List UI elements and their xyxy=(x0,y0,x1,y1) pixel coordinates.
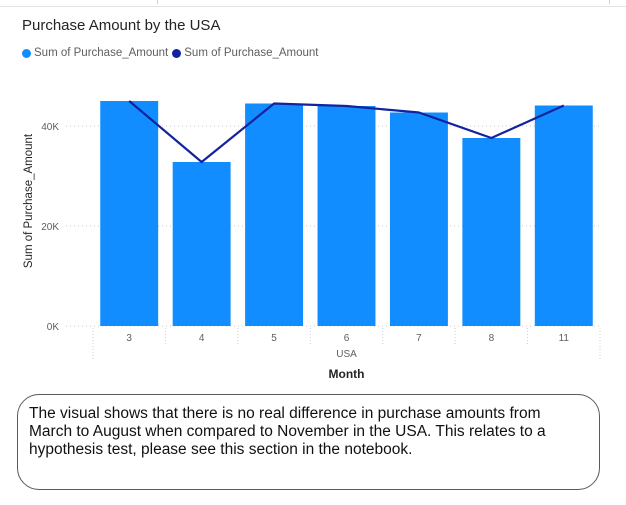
bar[interactable] xyxy=(172,162,231,326)
y-tick-label: 40K xyxy=(41,122,59,133)
chart-plot: 0K 20K 40K 3 4 5 6 7 8 11 USA Month Sum of Purchase_… xyxy=(23,100,601,381)
bar[interactable] xyxy=(462,138,521,326)
chart-legend[interactable]: Sum of Purchase_Amount Sum of Purchase_A… xyxy=(22,47,323,59)
legend-dot-line-icon xyxy=(172,48,182,58)
line-series[interactable] xyxy=(128,100,565,164)
legend-item-bar[interactable]: Sum of Purchase_Amount xyxy=(22,47,168,59)
chart-title: Purchase Amount by the USA xyxy=(22,17,221,34)
bar[interactable] xyxy=(245,103,304,327)
bar[interactable] xyxy=(317,106,376,326)
note-text: The visual shows that there is no real d… xyxy=(29,405,546,458)
legend-label-line: Sum of Purchase_Amount xyxy=(184,47,319,59)
x-group-label: USA xyxy=(336,349,357,360)
x-axis-title: Month xyxy=(329,367,365,381)
legend-label-bar: Sum of Purchase_Amount xyxy=(34,47,169,59)
y-tick-label: 20K xyxy=(41,222,59,233)
bar[interactable] xyxy=(389,112,448,327)
x-tick-label: 6 xyxy=(344,333,350,344)
top-border xyxy=(0,0,626,7)
x-tick-label: 8 xyxy=(489,333,495,344)
x-tick-label: 11 xyxy=(559,333,570,344)
bar[interactable] xyxy=(534,105,593,327)
x-tick-label: 3 xyxy=(126,333,132,344)
border-tick xyxy=(609,0,610,4)
legend-item-line[interactable]: Sum of Purchase_Amount xyxy=(172,47,319,59)
note-textbox: The visual shows that there is no real d… xyxy=(17,394,600,490)
x-tick-label: 5 xyxy=(271,333,277,344)
y-axis-title: Sum of Purchase_Amount xyxy=(23,133,35,268)
border-tick xyxy=(157,0,158,4)
x-tick-label: 4 xyxy=(199,333,205,344)
bar[interactable] xyxy=(100,101,159,326)
x-tick-label: 7 xyxy=(416,333,422,344)
legend-dot-bar-icon xyxy=(22,48,31,58)
y-tick-label: 0K xyxy=(47,322,60,333)
